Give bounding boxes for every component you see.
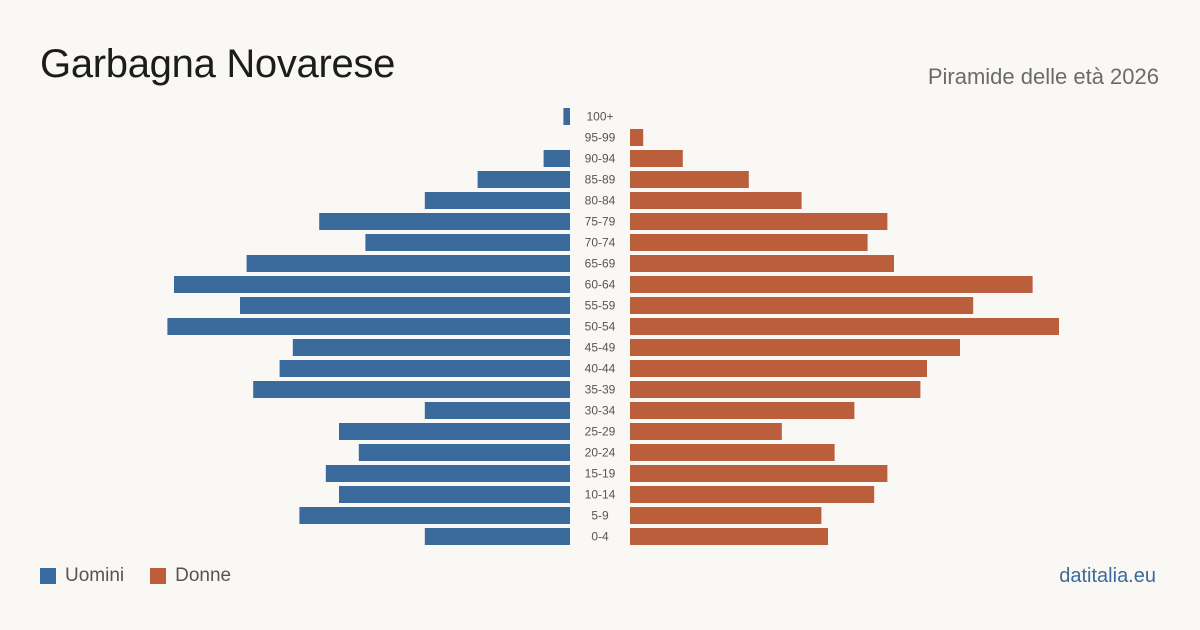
legend-item-men: Uomini xyxy=(40,565,124,587)
age-label-75-79: 75-79 xyxy=(585,215,616,229)
age-label-25-29: 25-29 xyxy=(585,425,616,439)
bar-women-70-74 xyxy=(630,234,868,251)
age-label-55-59: 55-59 xyxy=(585,299,616,313)
bar-women-35-39 xyxy=(630,381,921,398)
bar-men-20-24 xyxy=(358,444,570,461)
age-label-5-9: 5-9 xyxy=(591,509,609,523)
age-label-30-34: 30-34 xyxy=(585,404,616,418)
legend: Uomini Donne xyxy=(40,565,257,587)
legend-item-women: Donne xyxy=(150,565,231,587)
bar-women-40-44 xyxy=(630,360,927,377)
age-label-90-94: 90-94 xyxy=(585,152,616,166)
bar-women-50-54 xyxy=(630,318,1059,335)
bar-women-55-59 xyxy=(630,297,974,314)
age-label-100+: 100+ xyxy=(586,110,613,124)
age-label-10-14: 10-14 xyxy=(585,488,616,502)
age-label-85-89: 85-89 xyxy=(585,173,616,187)
bar-women-20-24 xyxy=(630,444,835,461)
bar-women-0-4 xyxy=(630,528,828,545)
bar-women-80-84 xyxy=(630,192,802,209)
bar-men-30-34 xyxy=(424,402,570,419)
bar-women-65-69 xyxy=(630,255,894,272)
bar-women-30-34 xyxy=(630,402,855,419)
bar-women-60-64 xyxy=(630,276,1033,293)
bar-men-65-69 xyxy=(246,255,570,272)
bar-men-85-89 xyxy=(477,171,570,188)
chart-subtitle: Piramide delle età 2026 xyxy=(927,64,1159,89)
age-label-80-84: 80-84 xyxy=(585,194,616,208)
bar-men-50-54 xyxy=(167,318,570,335)
bar-men-5-9 xyxy=(299,507,570,524)
bar-men-60-64 xyxy=(174,276,570,293)
legend-label-men: Uomini xyxy=(65,565,125,586)
bar-women-75-79 xyxy=(630,213,888,230)
bar-men-45-49 xyxy=(292,339,570,356)
bar-men-75-79 xyxy=(319,213,570,230)
site-link[interactable]: datitalia.eu xyxy=(1059,565,1156,587)
age-label-60-64: 60-64 xyxy=(585,278,616,292)
age-label-70-74: 70-74 xyxy=(585,236,616,250)
bar-women-85-89 xyxy=(630,171,749,188)
age-label-65-69: 65-69 xyxy=(585,257,616,271)
bar-women-95-99 xyxy=(630,129,644,146)
bar-women-90-94 xyxy=(630,150,683,167)
age-label-45-49: 45-49 xyxy=(585,341,616,355)
bar-men-15-19 xyxy=(325,465,570,482)
bar-men-0-4 xyxy=(424,528,570,545)
bar-women-10-14 xyxy=(630,486,875,503)
legend-swatch-men xyxy=(40,568,56,584)
age-label-0-4: 0-4 xyxy=(591,530,609,544)
age-label-40-44: 40-44 xyxy=(585,362,616,376)
bar-men-70-74 xyxy=(365,234,570,251)
age-label-95-99: 95-99 xyxy=(585,131,616,145)
age-label-15-19: 15-19 xyxy=(585,467,616,481)
bar-men-10-14 xyxy=(339,486,570,503)
legend-label-women: Donne xyxy=(175,565,232,586)
bar-women-15-19 xyxy=(630,465,888,482)
age-label-35-39: 35-39 xyxy=(585,383,616,397)
bar-women-45-49 xyxy=(630,339,960,356)
bar-women-25-29 xyxy=(630,423,782,440)
chart-title: Garbagna Novarese xyxy=(40,42,396,86)
bar-men-90-94 xyxy=(543,150,570,167)
bar-men-40-44 xyxy=(279,360,570,377)
age-label-50-54: 50-54 xyxy=(585,320,616,334)
bar-men-55-59 xyxy=(240,297,570,314)
legend-swatch-women xyxy=(150,568,167,584)
bar-men-100+ xyxy=(563,108,570,125)
bar-men-35-39 xyxy=(253,381,570,398)
bar-men-80-84 xyxy=(424,192,570,209)
age-label-20-24: 20-24 xyxy=(585,446,616,460)
bar-men-25-29 xyxy=(339,423,570,440)
bar-women-5-9 xyxy=(630,507,822,524)
